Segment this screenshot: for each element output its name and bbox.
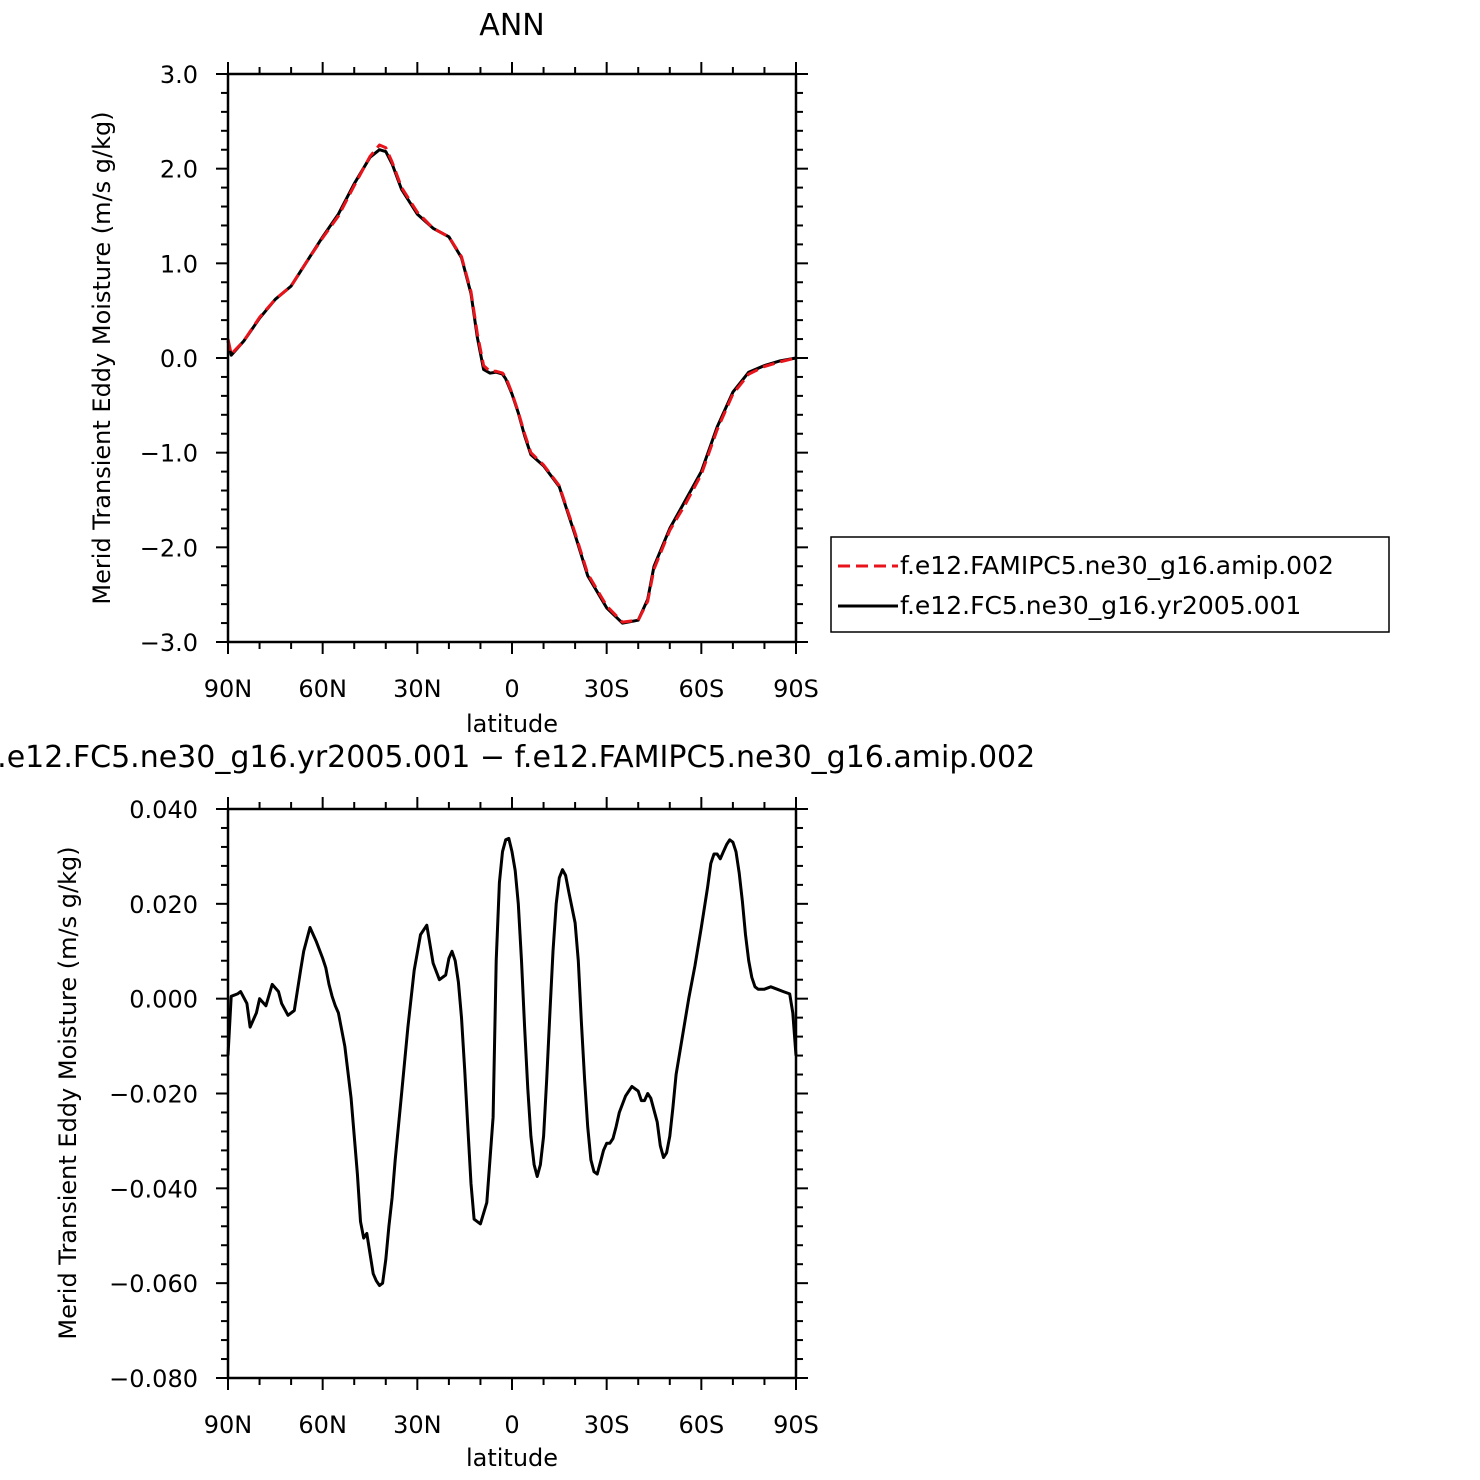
x-tick-label: 60N [298,1411,347,1439]
x-tick-label: 60S [678,675,724,703]
series-line-0 [226,836,798,1287]
y-tick-label: 2.0 [160,156,198,184]
x-tick-label: 60N [298,675,347,703]
bottom-x-tick-labels: 90N 60N 30N 0 30S 60S 90S [204,1411,819,1439]
x-tick-label: 30S [584,675,630,703]
top-panel: ANN 90N 60N 30N 0 30S 60S 90S −3.0 −2.0 −1.0 0.0 1… [88,8,1390,738]
legend: f.e12.FAMIPC5.ne30_g16.amip.002 f.e12.FC… [830,536,1390,633]
top-y-axis-label: Merid Transient Eddy Moisture (m/s g/kg) [88,111,116,604]
y-tick-label: 0.040 [129,796,198,824]
bottom-panel-title: f.e12.FC5.ne30_g16.yr2005.001 − f.e12.FA… [0,740,1035,775]
y-tick-label: 0.000 [129,986,198,1014]
top-y-tick-labels: −3.0 −2.0 −1.0 0.0 1.0 2.0 3.0 [140,61,198,657]
y-tick-label: 3.0 [160,61,198,89]
bottom-x-axis-label: latitude [466,1444,558,1472]
y-tick-label: −0.040 [109,1175,198,1203]
y-tick-label: −1.0 [140,440,198,468]
x-tick-label: 90S [773,675,819,703]
y-tick-label: 1.0 [160,250,198,278]
y-tick-label: −0.080 [109,1365,198,1393]
y-tick-label: 0.020 [129,891,198,919]
x-tick-label: 30N [393,1411,442,1439]
x-tick-label: 60S [678,1411,724,1439]
x-tick-label: 90N [204,675,253,703]
bottom-series-lines [226,836,798,1287]
y-tick-label: 0.0 [160,345,198,373]
series-line-0 [226,143,797,624]
y-tick-label: −0.060 [109,1270,198,1298]
x-tick-label: 90S [773,1411,819,1439]
x-tick-label: 30N [393,675,442,703]
x-tick-label: 0 [504,1411,519,1439]
y-tick-label: −2.0 [140,534,198,562]
bottom-panel: f.e12.FC5.ne30_g16.yr2005.001 − f.e12.FA… [0,740,1035,1472]
bottom-y-axis-label: Merid Transient Eddy Moisture (m/s g/kg) [54,846,82,1339]
y-tick-label: −3.0 [140,629,198,657]
top-plot-frame [226,72,798,644]
top-panel-title: ANN [479,8,544,43]
legend-box [830,536,1390,633]
top-x-axis-label: latitude [466,710,558,738]
legend-entry-yr2005: f.e12.FC5.ne30_g16.yr2005.001 [900,591,1301,620]
x-tick-label: 30S [584,1411,630,1439]
top-x-tick-labels: 90N 60N 30N 0 30S 60S 90S [204,675,819,703]
y-tick-label: −0.020 [109,1081,198,1109]
x-tick-label: 0 [504,675,519,703]
x-tick-label: 90N [204,1411,253,1439]
top-series-lines [226,143,797,625]
bottom-y-tick-labels: −0.080 −0.060 −0.040 −0.020 0.000 0.020 0.040 [109,796,198,1393]
bottom-plot-frame [226,807,798,1380]
legend-entry-amip: f.e12.FAMIPC5.ne30_g16.amip.002 [900,551,1334,580]
